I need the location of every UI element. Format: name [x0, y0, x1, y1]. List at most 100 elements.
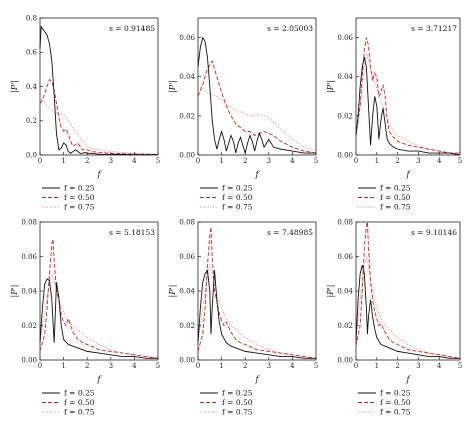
- legend-label: f = 0.50: [380, 193, 411, 202]
- x-tick-label: 1: [219, 157, 223, 165]
- x-tick-label: 0: [38, 157, 42, 165]
- x-tick-label: 3: [109, 157, 113, 165]
- x-tick-label: 3: [416, 157, 420, 165]
- series-line: [355, 221, 461, 359]
- legend-label: f = 0.75: [64, 408, 95, 417]
- panel-annotation: s = 5.18153: [109, 228, 155, 237]
- x-tick-label: 1: [219, 362, 223, 370]
- plot-frame: [197, 17, 317, 156]
- y-tick-label: 0.04: [21, 287, 37, 295]
- series-line: [197, 227, 317, 359]
- legend-label: f = 0.75: [380, 408, 411, 417]
- y-axis-label: |P'|: [168, 80, 177, 93]
- chart-panel-2: 0 1 2 3 4 5 0.00 0.02 0.04 0.06 f |P'| s = 2.05003 f …: [168, 17, 318, 212]
- x-axis-label: f: [97, 375, 103, 384]
- y-tick-label: 0.00: [179, 151, 195, 159]
- y-tick-label: 0.04: [179, 73, 195, 81]
- chart-panel-6: 0 1 2 3 4 5 0.00 0.02 0.04 0.06 0.08 f |P'| s = 9.101…: [326, 218, 462, 416]
- x-tick-label: 4: [132, 157, 137, 165]
- series-line: [39, 272, 159, 359]
- x-axis-label: f: [97, 170, 103, 179]
- x-tick-label: 4: [437, 362, 442, 370]
- chart-panel-4: 0 1 2 3 4 5 0.00 0.02 0.04 0.06 0.08 f |P'| s = 5.181…: [10, 218, 160, 416]
- plot-frame: [39, 17, 159, 156]
- x-tick-label: 3: [416, 362, 420, 370]
- x-tick-label: 5: [156, 362, 160, 370]
- legend-label: f = 0.50: [222, 193, 253, 202]
- series-line: [39, 96, 159, 155]
- panel-annotation: s = 3.71217: [411, 24, 457, 33]
- legend-label: f = 0.25: [380, 389, 411, 398]
- x-tick-label: 0: [196, 157, 200, 165]
- x-tick-label: 5: [314, 157, 318, 165]
- x-tick-label: 1: [375, 157, 379, 165]
- legend-label: f = 0.50: [64, 193, 95, 202]
- x-tick-label: 3: [267, 157, 271, 165]
- x-tick-label: 5: [458, 362, 462, 370]
- legend-label: f = 0.50: [380, 398, 411, 407]
- x-tick-label: 5: [156, 157, 160, 165]
- y-tick-label: 0.4: [26, 83, 38, 91]
- y-axis-label: |P'|: [168, 285, 177, 298]
- x-tick-label: 1: [61, 157, 65, 165]
- x-tick-label: 4: [437, 157, 442, 165]
- plot-frame: [197, 221, 317, 361]
- y-axis-label: |P'|: [10, 80, 19, 93]
- y-tick-label: 0.06: [337, 34, 353, 42]
- series-line: [39, 78, 159, 155]
- y-tick-label: 0.00: [337, 356, 353, 364]
- x-tick-label: 2: [243, 157, 247, 165]
- series-line: [197, 263, 317, 359]
- x-tick-label: 3: [109, 362, 113, 370]
- x-tick-label: 1: [375, 362, 379, 370]
- series-line: [355, 57, 461, 156]
- x-tick-label: 3: [267, 362, 271, 370]
- y-tick-label: 0.02: [179, 112, 195, 120]
- series-line: [197, 36, 316, 155]
- x-axis-label: f: [406, 375, 412, 384]
- chart-panel-3: 0 1 2 3 4 5 0.00 0.02 0.04 0.06 f |P'| s = 3.71217 f …: [326, 17, 462, 212]
- y-tick-label: 0.02: [179, 322, 195, 330]
- series-line: [39, 278, 158, 359]
- y-tick-label: 0.04: [337, 73, 353, 81]
- y-tick-label: 0.00: [21, 356, 37, 364]
- x-tick-label: 0: [354, 157, 358, 165]
- panel-annotation: s = 9.10146: [411, 228, 457, 237]
- legend-label: f = 0.75: [222, 203, 253, 212]
- y-tick-label: 0.2: [26, 117, 37, 125]
- y-tick-label: 0.8: [26, 14, 37, 22]
- x-tick-label: 0: [38, 362, 42, 370]
- y-axis-label: |P'|: [326, 285, 335, 298]
- y-axis-label: |P'|: [326, 80, 335, 93]
- legend-label: f = 0.25: [222, 184, 253, 193]
- x-tick-label: 5: [458, 157, 462, 165]
- y-tick-label: 0.02: [337, 322, 353, 330]
- x-axis-label: f: [406, 170, 412, 179]
- legend-label: f = 0.75: [222, 408, 253, 417]
- x-tick-label: 5: [314, 362, 318, 370]
- series-line: [355, 265, 460, 359]
- panel-annotation: s = 0.91485: [109, 24, 155, 33]
- y-tick-label: 0.04: [179, 287, 195, 295]
- legend-label: f = 0.50: [222, 398, 253, 407]
- y-tick-label: 0.06: [337, 253, 353, 261]
- legend-label: f = 0.25: [380, 184, 411, 193]
- chart-panel-5: 0 1 2 3 4 5 0.00 0.02 0.04 0.06 0.08 f |P'| s = 7.489…: [168, 218, 318, 416]
- panel-annotation: s = 2.05003: [267, 24, 313, 33]
- legend-label: f = 0.25: [64, 389, 95, 398]
- y-tick-label: 0.08: [179, 218, 195, 226]
- series-line: [39, 239, 159, 359]
- x-tick-label: 4: [290, 157, 295, 165]
- panel-annotation: s = 7.48985: [267, 228, 313, 237]
- y-tick-label: 0.00: [337, 151, 353, 159]
- series-line: [39, 25, 159, 156]
- y-tick-label: 0.08: [21, 218, 37, 226]
- x-tick-label: 2: [85, 362, 89, 370]
- chart-panel-1: 0 1 2 3 4 5 0.0 0.2 0.4 0.6 0.8 f |P'| s = 0.91485 f =…: [10, 14, 160, 211]
- x-tick-label: 2: [395, 362, 399, 370]
- x-tick-label: 0: [196, 362, 200, 370]
- y-tick-label: 0.06: [179, 253, 195, 261]
- series-line: [197, 59, 317, 154]
- y-tick-label: 0.00: [179, 356, 195, 364]
